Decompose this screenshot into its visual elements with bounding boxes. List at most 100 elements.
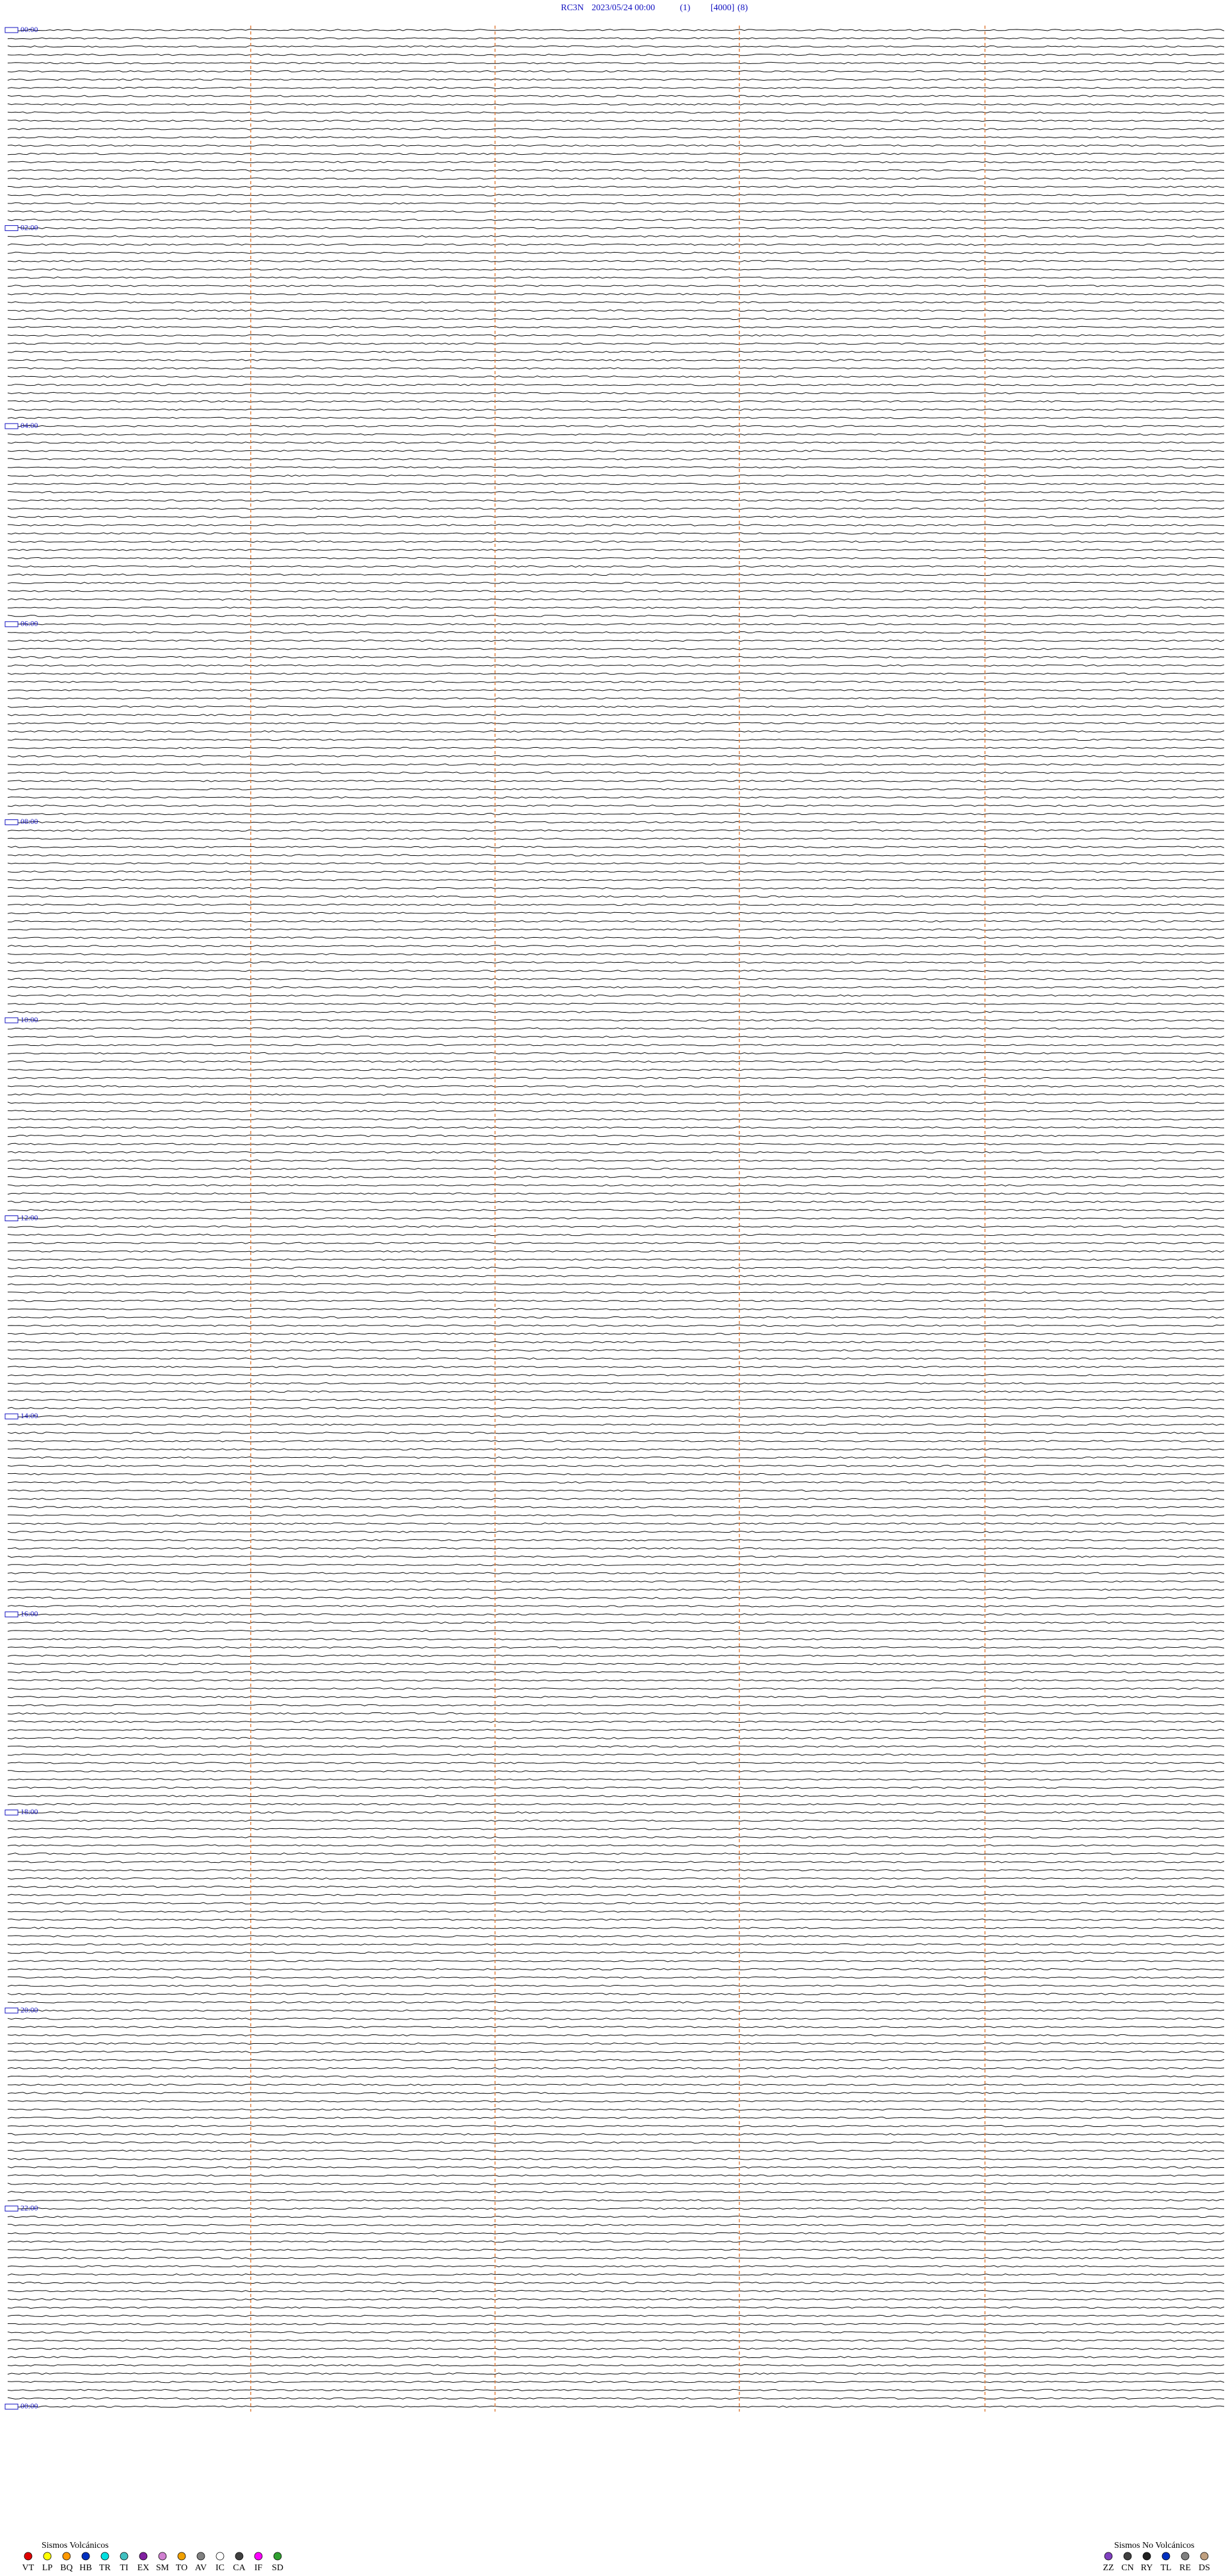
trace — [7, 1390, 1225, 1393]
trace — [7, 1002, 1225, 1005]
trace — [7, 1869, 1225, 1872]
trace — [7, 425, 1225, 427]
hour-marker — [4, 1809, 19, 1815]
trace — [7, 1753, 1225, 1756]
trace — [7, 1877, 1225, 1880]
header-field: (1) — [680, 3, 691, 13]
trace — [7, 1968, 1225, 1971]
trace — [7, 1407, 1225, 1410]
trace — [7, 821, 1225, 824]
trace — [7, 1217, 1225, 1220]
hour-labels: 00:00 02:00 04:00 06:00 08:00 10:00 12:00 14:00… — [4, 25, 38, 2410]
trace — [7, 194, 1225, 196]
trace — [7, 2050, 1225, 2053]
trace — [7, 1118, 1225, 1121]
hour-marker — [4, 27, 19, 33]
trace — [7, 1794, 1225, 1798]
trace — [7, 1027, 1225, 1030]
hour-label: 18:00 — [20, 1807, 38, 1816]
hour-marker — [4, 1611, 19, 1618]
trace — [7, 829, 1225, 832]
legend-swatch — [273, 2552, 282, 2561]
trace — [7, 1366, 1225, 1368]
legend-swatch — [177, 2552, 186, 2561]
trace — [7, 1943, 1225, 1946]
legend-code: SD — [272, 2563, 283, 2573]
hour-label: 04:00 — [20, 421, 38, 430]
hour-label: 02:00 — [20, 223, 38, 232]
trace — [7, 1588, 1225, 1591]
legend-code: TR — [99, 2563, 111, 2573]
trace — [7, 1720, 1225, 1723]
trace — [7, 1580, 1225, 1583]
trace — [7, 136, 1225, 139]
trace — [7, 2001, 1225, 2003]
trace — [7, 2306, 1225, 2309]
trace — [7, 482, 1225, 486]
trace — [7, 2314, 1225, 2318]
trace — [7, 144, 1225, 147]
trace — [7, 598, 1224, 601]
trace — [7, 1068, 1225, 1071]
trace — [7, 2257, 1225, 2259]
legend-code: IF — [255, 2563, 263, 2573]
trace — [7, 342, 1225, 345]
header-field: [4000] — [711, 3, 734, 13]
trace — [7, 796, 1225, 799]
trace — [7, 1687, 1224, 1690]
trace — [7, 1629, 1225, 1632]
trace — [7, 2298, 1225, 2301]
trace — [7, 1126, 1225, 1129]
hour-marker — [4, 819, 19, 825]
trace — [7, 969, 1225, 972]
hour-marker — [4, 225, 19, 232]
trace — [7, 276, 1225, 279]
trace — [7, 1703, 1225, 1707]
trace — [7, 2108, 1225, 2111]
trace — [7, 1373, 1225, 1377]
trace — [7, 2281, 1225, 2284]
trace — [7, 1398, 1225, 1402]
trace — [7, 1208, 1225, 1212]
trace — [7, 375, 1225, 378]
trace — [7, 1308, 1225, 1311]
legend-code: RY — [1141, 2563, 1153, 2573]
hour-marker — [4, 423, 19, 429]
trace — [7, 391, 1225, 395]
trace — [7, 2133, 1225, 2136]
trace — [7, 1192, 1225, 1195]
trace — [7, 2339, 1225, 2342]
trace — [7, 1811, 1225, 1814]
trace — [7, 2092, 1224, 2094]
trace — [7, 763, 1225, 766]
trace — [7, 565, 1225, 568]
legend-swatch — [100, 2552, 109, 2561]
trace — [7, 169, 1225, 172]
legend-title: Sismos No Volcánicos — [1114, 2541, 1195, 2550]
trace — [7, 2248, 1225, 2251]
trace — [7, 1250, 1225, 1252]
trace — [7, 416, 1225, 420]
legend-code: TO — [176, 2563, 187, 2573]
trace — [7, 713, 1225, 716]
trace — [7, 2199, 1225, 2202]
trace — [7, 260, 1225, 262]
trace — [7, 243, 1225, 246]
legend-code: HB — [79, 2563, 91, 2573]
trace — [7, 293, 1225, 296]
trace — [7, 1201, 1225, 1203]
trace — [7, 507, 1225, 510]
trace — [7, 1853, 1225, 1855]
trace — [7, 1712, 1225, 1715]
trace — [7, 2265, 1225, 2268]
trace — [7, 1151, 1225, 1154]
trace — [7, 1077, 1225, 1080]
trace — [7, 161, 1225, 164]
trace — [7, 433, 1225, 436]
trace — [8, 1770, 1225, 1773]
trace — [7, 936, 1225, 939]
trace — [7, 532, 1225, 535]
trace — [7, 887, 1225, 890]
trace — [7, 812, 1225, 816]
trace — [7, 846, 1225, 848]
